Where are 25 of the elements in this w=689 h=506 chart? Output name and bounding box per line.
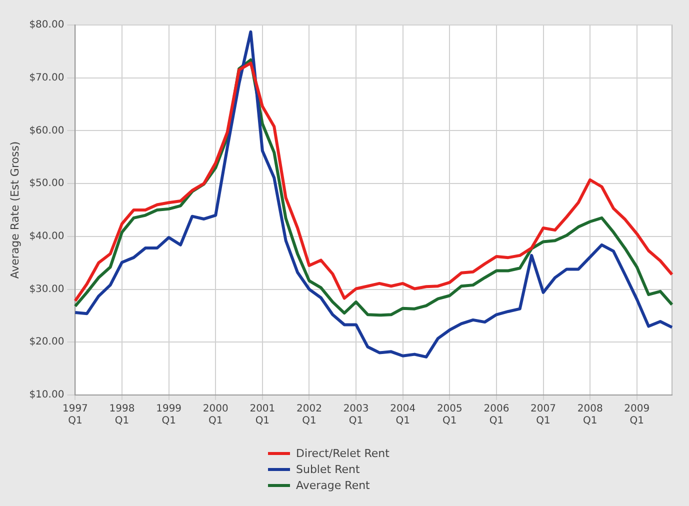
legend-label: Sublet Rent xyxy=(296,462,360,476)
y-tick-label: $20.00 xyxy=(29,336,64,348)
y-axis-title: Average Rate (Est Gross) xyxy=(8,141,22,279)
x-tick-label: 2002 Q1 xyxy=(296,404,322,427)
y-tick-label: $80.00 xyxy=(29,20,64,31)
x-tick-label: 2003 Q1 xyxy=(343,404,369,427)
legend-label: Average Rent xyxy=(296,478,370,492)
x-tick-label: 2006 Q1 xyxy=(484,404,510,427)
y-tick-label: $10.00 xyxy=(29,390,64,401)
x-tick-label: 1998 Q1 xyxy=(109,404,135,427)
legend-label: Direct/Relet Rent xyxy=(296,446,390,460)
x-tick-label: 2004 Q1 xyxy=(390,404,416,427)
y-tick-label: $70.00 xyxy=(29,72,64,84)
x-tick-label: 2009 Q1 xyxy=(624,404,650,427)
x-tick-label: 2005 Q1 xyxy=(436,404,462,427)
y-tick-label: $40.00 xyxy=(29,231,64,242)
x-tick-label: 2007 Q1 xyxy=(530,404,556,427)
x-tick-label: 2008 Q1 xyxy=(577,404,603,427)
x-tick-label: 1997 Q1 xyxy=(62,404,88,427)
x-tick-label: 1999 Q1 xyxy=(156,404,182,427)
x-tick-label: 2001 Q1 xyxy=(250,404,276,427)
y-tick-label: $30.00 xyxy=(29,284,64,295)
y-tick-label: $60.00 xyxy=(29,125,64,136)
x-tick-label: 2000 Q1 xyxy=(202,404,228,427)
y-tick-label: $50.00 xyxy=(29,178,64,190)
